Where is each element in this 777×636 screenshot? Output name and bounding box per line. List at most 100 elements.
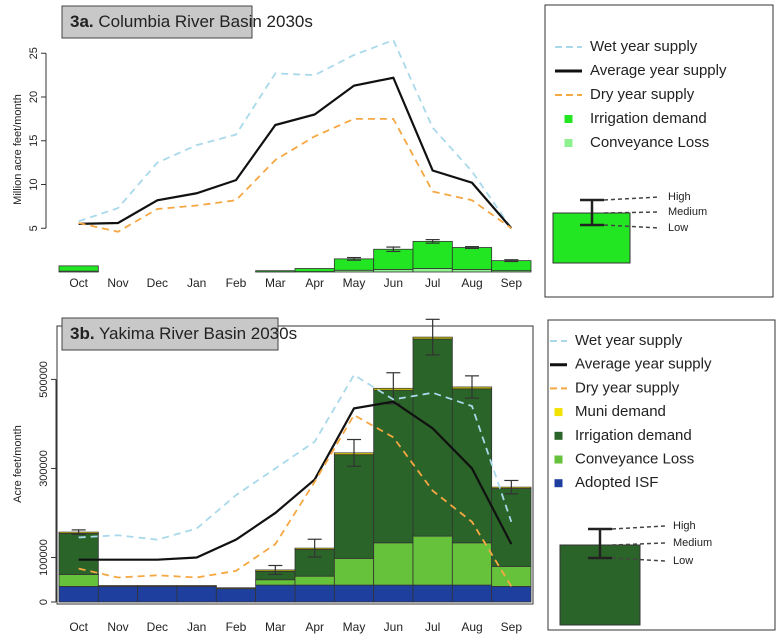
bar-segment [451,542,493,586]
supply-line [78,373,513,541]
legend-swatch [554,479,563,488]
x-tick-label: Jan [187,276,206,290]
legend-label: Wet year supply [575,332,683,349]
legend-label: Muni demand [575,403,666,420]
title-box [61,317,279,351]
x-tick-label: Jun [384,276,403,290]
supply-line [78,76,513,229]
bar-segment [215,587,257,590]
bar-segment [333,454,375,559]
y-tick-label: 0 [38,599,50,605]
error-bar [307,538,322,558]
bar-segment [373,542,414,586]
y-tick-label: 15 [28,135,40,147]
plot-frame [56,325,534,605]
x-tick-label: Jul [425,276,440,290]
x-tick-label: Nov [107,276,128,290]
error-bar [268,564,283,576]
bar-segment [373,248,414,270]
chart-title: 3b. Yakima River Basin 2030s [70,324,297,343]
error-bar [347,438,361,467]
y-tick-label: 20 [28,91,40,103]
bar-segment [294,575,335,586]
bar-segment [294,584,335,603]
bar-segment [412,338,453,537]
x-tick-label: Feb [226,620,247,634]
title-label: 3a. [70,12,94,31]
bar-segment [491,565,532,587]
x-tick-label: Jan [187,620,206,634]
x-tick-label: Mar [265,276,286,290]
x-tick-label: Apr [305,620,324,634]
legend-key-label: High [673,520,696,532]
bar-segment [255,270,296,273]
bar-segment [97,586,139,603]
supply-line [78,117,512,233]
chart-title: 3a. Columbia River Basin 2030s [70,12,313,31]
error-bar [504,479,519,495]
title-text: Columbia River Basin 2030s [98,12,313,31]
bar-segment [58,265,99,272]
legend-key-leader [611,557,666,562]
legend-box [544,4,774,298]
legend-key-leader [603,224,661,229]
x-tick-label: Mar [265,620,286,634]
bar-segment [333,557,375,586]
bar-segment [491,586,532,603]
bar-segment [491,488,532,567]
x-tick-label: Jul [425,620,440,634]
bar-segment [412,240,453,269]
legend-label: Dry year supply [590,86,695,103]
bar-segment [373,389,414,544]
bar-segment [491,260,532,272]
supply-line [78,38,513,229]
y-tick-label: 10 [28,178,40,190]
legend-label: Dry year supply [575,379,680,396]
supply-line [78,413,513,587]
x-tick-label: Aug [461,276,482,290]
bar-segment [97,585,139,587]
x-tick-label: Feb [226,276,247,290]
legend-label: Adopted ISF [575,474,658,491]
bar-segment [137,585,178,587]
y-tick-label: 100000 [38,539,50,576]
legend-key-label: Low [668,222,688,234]
error-bar [347,256,361,261]
bar-segment [373,584,414,603]
x-tick-label: Oct [69,276,88,290]
legend-label: Wet year supply [590,38,698,55]
x-tick-label: May [343,620,366,634]
bar-segment [255,584,296,603]
legend-key-leader [603,196,661,201]
title-box [61,5,253,39]
legend-key-leader [611,525,666,530]
bar-segment [451,388,493,544]
bar-segment [58,533,99,575]
bar-segment [451,584,493,603]
bar-segment [176,585,217,587]
legend-key-label: High [668,191,691,203]
legend-swatch [554,455,563,464]
legend-label: Irrigation demand [575,427,692,444]
x-tick-label: Sep [501,276,523,290]
x-tick-label: Nov [107,620,128,634]
bar-segment [412,268,453,273]
legend-swatch [554,408,563,417]
bar-segment [58,574,99,587]
bar-segment [412,535,453,586]
legend-swatch [554,431,563,440]
legend-label: Conveyance Loss [590,134,709,151]
legend-label: Average year supply [575,356,712,373]
supply-line [78,400,513,561]
bar-segment [176,586,217,603]
error-bar [386,246,401,253]
y-axis-label: Acre feet/month [12,425,24,503]
y-tick-label: 5 [28,225,40,231]
y-tick-label: 300000 [38,450,50,487]
title-label: 3b. [70,324,95,343]
bar-segment [451,247,493,270]
legend-label: Irrigation demand [590,110,707,127]
bar-segment [215,588,257,603]
error-bar [71,529,86,535]
